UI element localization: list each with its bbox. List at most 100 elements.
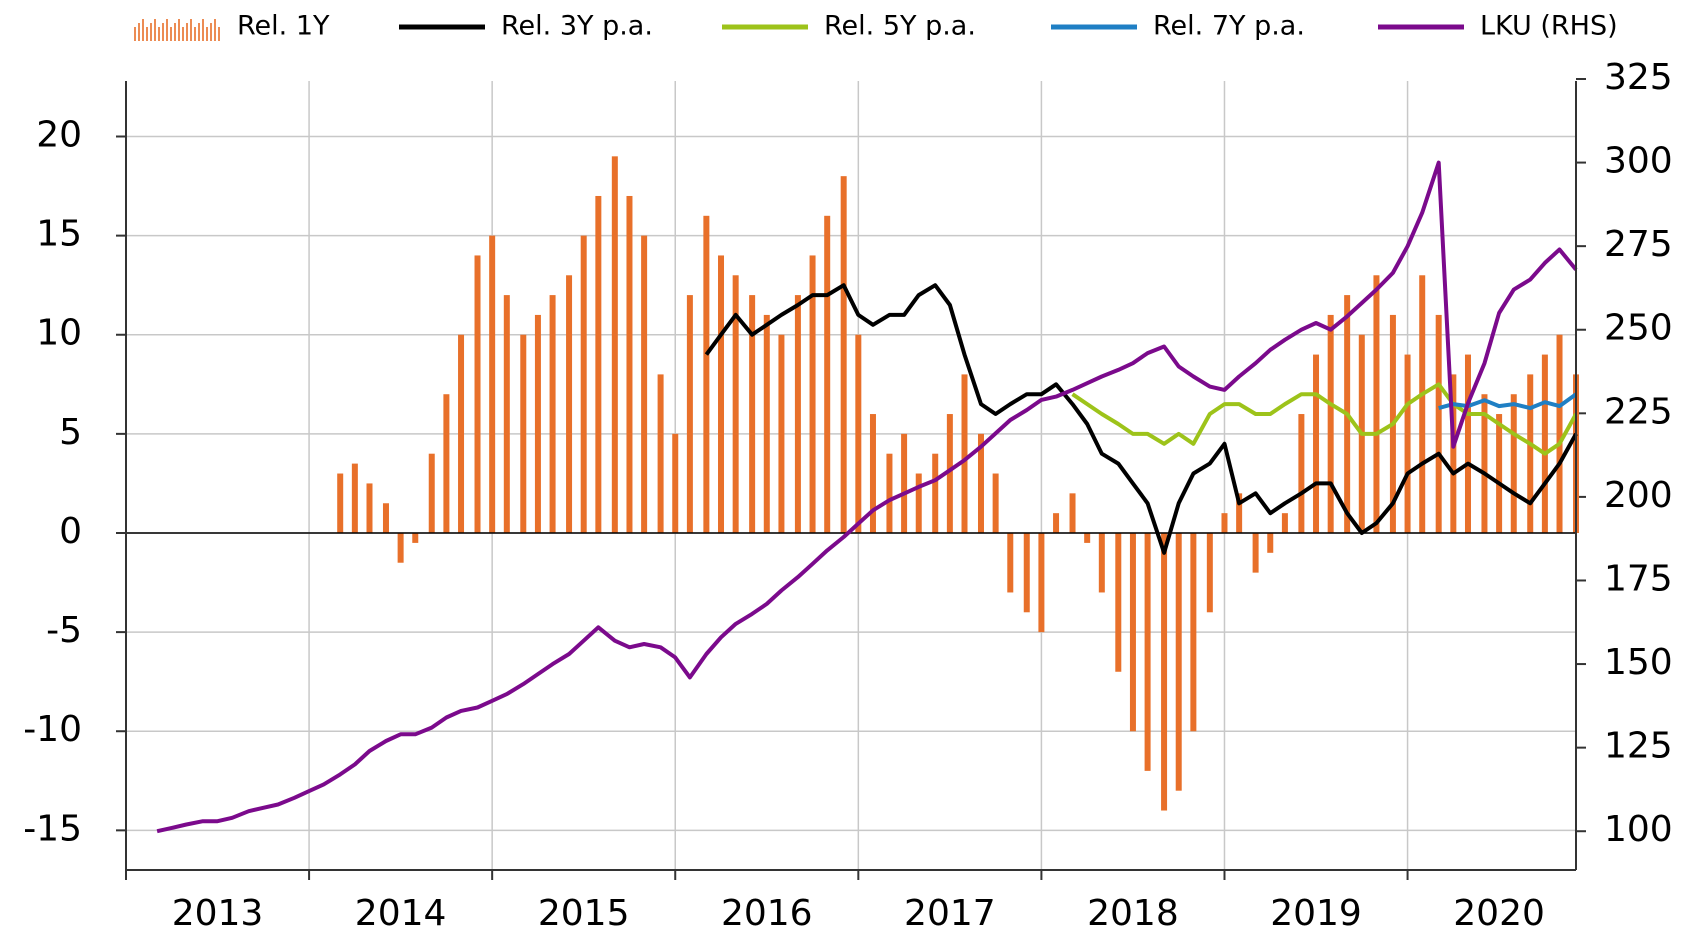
bar	[1129, 532, 1136, 732]
bar	[1281, 513, 1288, 533]
bar	[809, 255, 816, 533]
x-tick-label: 2016	[721, 893, 813, 930]
bar	[1496, 414, 1503, 533]
bar	[1023, 532, 1030, 613]
y2-tick-label: 150	[1604, 642, 1673, 683]
legend-label: Rel. 7Y p.a.	[1153, 11, 1305, 42]
bar	[886, 453, 893, 533]
bar	[840, 176, 847, 533]
legend-label: LKU (RHS)	[1480, 11, 1618, 42]
bar	[992, 473, 999, 533]
y-tick-label: 20	[36, 115, 82, 156]
y-tick-label: 0	[59, 511, 82, 552]
bar	[794, 295, 801, 533]
x-tick-label: 2018	[1087, 893, 1179, 930]
bar	[1327, 314, 1334, 533]
bar	[549, 295, 556, 533]
bar	[1527, 374, 1534, 533]
bar	[718, 255, 725, 533]
bar	[901, 433, 908, 533]
y2-tick-label: 225	[1604, 391, 1673, 432]
bar	[1144, 532, 1151, 771]
bar	[1450, 374, 1457, 533]
bar	[611, 156, 618, 533]
y2-tick-label: 200	[1604, 475, 1673, 516]
line-series	[704, 283, 1578, 555]
bar	[1464, 354, 1471, 533]
x-tick-label: 2015	[538, 893, 630, 930]
bar	[382, 503, 389, 533]
bar	[657, 374, 664, 533]
y-tick-label: 15	[36, 214, 82, 255]
bar	[686, 295, 693, 533]
line-series	[1071, 382, 1578, 456]
bar	[1206, 532, 1213, 613]
bar	[1175, 532, 1182, 791]
line-series	[156, 160, 1578, 834]
bar	[520, 334, 527, 533]
bar	[1252, 532, 1259, 573]
bar	[337, 473, 344, 533]
bar	[1541, 354, 1548, 533]
bar	[626, 195, 633, 533]
bar	[428, 453, 435, 533]
bar	[534, 314, 541, 533]
bar	[1481, 394, 1488, 533]
x-tick-label: 2019	[1270, 893, 1362, 930]
y2-tick-label: 100	[1604, 809, 1673, 850]
y2-tick-label: 300	[1604, 141, 1673, 182]
bar	[1419, 275, 1426, 533]
bar	[763, 314, 770, 533]
y2-tick-label: 125	[1604, 726, 1673, 767]
bar	[1115, 532, 1122, 672]
bar	[869, 414, 876, 533]
bar	[1038, 532, 1045, 633]
bar	[503, 295, 510, 533]
line-series	[1438, 392, 1578, 411]
bar	[1007, 532, 1014, 593]
y2-tick-label: 275	[1604, 224, 1673, 265]
bar	[1510, 394, 1517, 533]
bar	[824, 215, 831, 533]
x-tick-label: 2014	[355, 893, 447, 930]
bar	[946, 414, 953, 533]
bar	[855, 334, 862, 533]
bar	[580, 235, 587, 533]
bar	[1267, 532, 1274, 553]
bar	[1161, 532, 1168, 811]
bar	[1069, 493, 1076, 533]
bar	[566, 275, 573, 533]
bar	[732, 275, 739, 533]
bar	[672, 433, 679, 533]
bar	[489, 235, 496, 533]
legend-label: Rel. 1Y	[237, 11, 330, 42]
bar	[443, 394, 450, 533]
bar	[366, 483, 373, 533]
y-tick-label: -10	[23, 709, 82, 750]
bar	[397, 532, 404, 563]
y-tick-label: -15	[23, 808, 82, 849]
bar	[412, 532, 419, 543]
bar	[1298, 414, 1305, 533]
legend-label: Rel. 5Y p.a.	[824, 11, 976, 42]
x-tick-label: 2013	[172, 893, 264, 930]
bar	[1084, 532, 1091, 543]
bar	[1556, 334, 1563, 533]
y-tick-label: 10	[36, 313, 82, 354]
bar	[961, 374, 968, 533]
legend-label: Rel. 3Y p.a.	[501, 11, 653, 42]
bar	[1313, 354, 1320, 533]
bar	[458, 334, 465, 533]
bar	[1190, 532, 1197, 732]
bar	[932, 453, 939, 533]
bar	[595, 195, 602, 533]
bar	[1098, 532, 1105, 593]
y2-tick-label: 175	[1604, 558, 1673, 599]
y-tick-label: 5	[59, 412, 82, 453]
bar	[1404, 354, 1411, 533]
bar	[1236, 493, 1243, 533]
bar	[1053, 513, 1060, 533]
bar	[641, 235, 648, 533]
bar	[703, 215, 710, 533]
